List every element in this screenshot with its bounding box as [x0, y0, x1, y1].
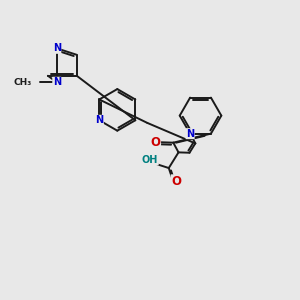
Text: CH₃: CH₃ — [14, 78, 32, 87]
Text: O: O — [151, 136, 160, 148]
Text: N: N — [95, 115, 103, 125]
Text: OH: OH — [142, 155, 158, 165]
Text: N: N — [186, 129, 194, 139]
Text: N: N — [53, 77, 61, 87]
Text: O: O — [171, 175, 181, 188]
Text: N: N — [53, 43, 61, 53]
